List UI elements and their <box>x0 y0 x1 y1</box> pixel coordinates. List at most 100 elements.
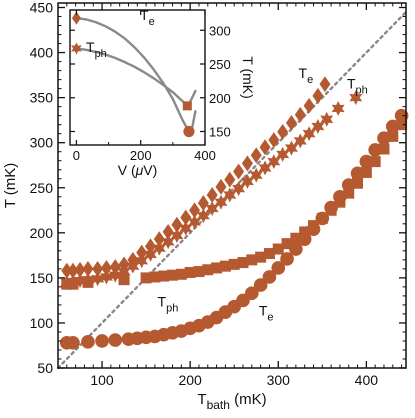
inset-y-tick-label: 300 <box>209 23 231 38</box>
data-point <box>99 269 113 285</box>
inset-end-marker <box>71 42 82 55</box>
y-tick-label: 350 <box>30 90 54 106</box>
data-point <box>162 223 174 240</box>
y-tick-label: 50 <box>37 360 53 376</box>
data-point <box>117 264 131 280</box>
data-point <box>320 111 334 127</box>
data-point <box>74 261 86 278</box>
data-point <box>202 264 214 276</box>
data-point <box>262 270 277 284</box>
data-point <box>255 251 267 263</box>
data-point <box>249 167 263 183</box>
series-label: Tph <box>347 76 368 97</box>
data-point <box>341 178 356 192</box>
y-axis: 50 100 150 200 250 300 350 400 450 <box>30 0 406 376</box>
data-point <box>197 195 209 211</box>
data-point <box>281 238 293 250</box>
series-label-main: T <box>259 303 268 319</box>
data-point <box>136 244 148 261</box>
series-label-main: T <box>158 294 167 310</box>
data-point <box>61 278 73 290</box>
data-point <box>319 76 331 93</box>
data-point <box>245 286 259 301</box>
y-tick-label: 100 <box>30 315 54 331</box>
data-point <box>232 181 246 197</box>
data-point <box>223 187 237 203</box>
data-point <box>153 231 165 248</box>
data-point <box>387 130 399 142</box>
inset-x-title-main: V ( <box>118 162 136 178</box>
data-point <box>228 258 240 270</box>
inset-end-marker <box>71 11 81 25</box>
data-point <box>299 226 311 238</box>
data-point <box>394 108 409 123</box>
data-point <box>161 234 175 250</box>
data-point <box>294 106 306 123</box>
data-point <box>126 258 140 274</box>
data-point <box>108 333 123 347</box>
inset-x-axis-title: V (μV) <box>118 162 158 178</box>
series-label: Te <box>299 65 314 86</box>
data-point <box>167 269 179 281</box>
data-point <box>82 276 94 288</box>
data-point <box>324 200 338 215</box>
inset-y-tick-label: 150 <box>209 125 231 140</box>
data-point <box>224 171 236 188</box>
data-point <box>180 209 192 226</box>
data-point <box>149 271 161 283</box>
y-tick-label: 300 <box>30 135 54 151</box>
series-label-sub: ph <box>356 85 368 97</box>
x-axis-title-main: T <box>197 391 206 408</box>
data-point <box>360 166 372 178</box>
data-point <box>253 278 268 292</box>
y-tick-label: 400 <box>30 45 54 61</box>
inset-series-label-main: T <box>86 39 95 55</box>
data-point <box>152 240 166 256</box>
x-axis-title-unit: (mK) <box>230 391 267 408</box>
data-point <box>312 87 324 104</box>
data-point <box>73 273 87 289</box>
data-point <box>82 260 94 277</box>
data-point <box>109 259 121 275</box>
data-point <box>67 262 79 279</box>
series-label: Te <box>259 303 274 324</box>
data-point <box>280 252 294 266</box>
data-point <box>81 335 95 349</box>
inset-series-label-sub: ph <box>95 48 107 60</box>
y-axis-title: T (mK) <box>2 163 19 209</box>
x-tick-label: 200 <box>178 372 202 388</box>
data-point <box>193 266 205 278</box>
data-point <box>246 254 258 266</box>
data-point <box>285 114 297 131</box>
data-point <box>144 246 157 262</box>
x-axis-title: Tbath (mK) <box>197 391 266 412</box>
data-point <box>284 140 298 156</box>
data-point <box>277 123 289 140</box>
data-point <box>306 222 321 237</box>
data-point <box>237 257 249 269</box>
inset-x-tick-label: 400 <box>194 148 216 163</box>
data-point <box>350 166 365 181</box>
data-point <box>378 143 390 155</box>
data-point <box>214 194 228 210</box>
series-circle <box>59 108 409 350</box>
data-point <box>240 173 254 189</box>
data-point <box>158 270 170 282</box>
inset-x-title-unit: V) <box>143 162 157 178</box>
data-point <box>215 178 227 195</box>
inset-y-tick-label: 250 <box>209 57 231 72</box>
data-point <box>61 262 73 279</box>
inset-y-axis-title: T (mK) <box>240 56 256 99</box>
data-point <box>211 262 223 274</box>
data-point <box>100 260 112 276</box>
data-point <box>219 260 231 272</box>
data-point <box>290 232 302 244</box>
data-point <box>179 220 193 236</box>
data-point <box>118 274 130 286</box>
y-tick-label: 200 <box>30 225 54 241</box>
data-point <box>175 268 187 280</box>
data-point <box>189 202 201 219</box>
data-point <box>250 147 262 164</box>
x-axis-title-sub: bath <box>207 398 230 412</box>
